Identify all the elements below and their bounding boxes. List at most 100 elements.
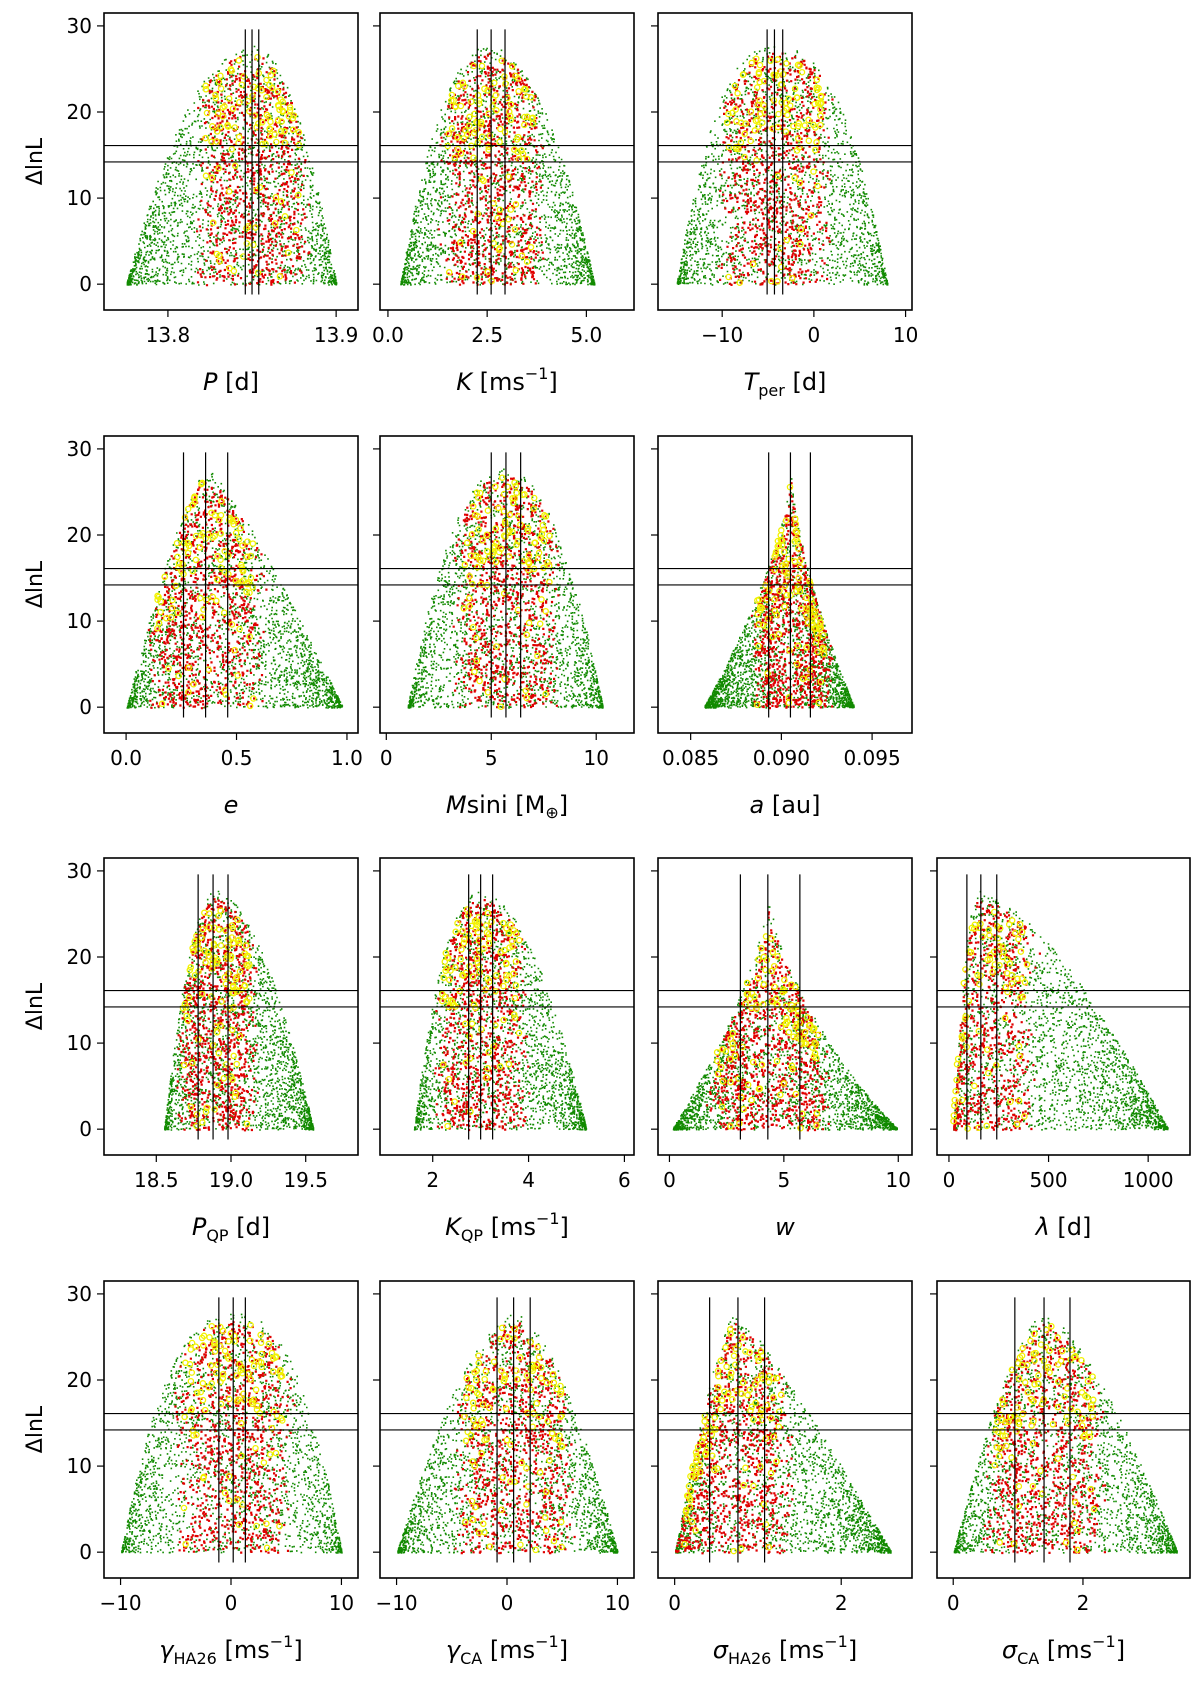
red-points-w (705, 911, 831, 1132)
points-lambda (950, 890, 1169, 1132)
axes-frame-lambda (936, 857, 1191, 1156)
xtick-label-a-1: 0.090 (753, 746, 810, 770)
xtick-label-gHA26-0: −10 (99, 1591, 141, 1615)
points-a (704, 478, 855, 710)
ytick-label-e-0: 0 (79, 695, 92, 719)
red-points-gCA (453, 1322, 576, 1555)
xtick-label-e-0: 0.0 (110, 746, 142, 770)
xtick-label-Tper-1: 0 (808, 323, 821, 347)
xtick-label-a-2: 0.095 (843, 746, 900, 770)
xtick-label-gCA-2: 10 (605, 1591, 630, 1615)
points-K (400, 47, 596, 286)
xtick-label-gHA26-2: 10 (329, 1591, 354, 1615)
xtick-label-sCA-0: 0 (947, 1591, 960, 1615)
ytick-label-P-30: 30 (67, 14, 92, 38)
xlabel-gCA: γCA [ms−1] (446, 1632, 568, 1668)
ylabel-gHA26: ΔlnL (23, 1405, 48, 1453)
panel-e: 0 10 20 30 ΔlnL 0.0 0.5 1.0 e (23, 435, 363, 819)
ytick-label-P-20: 20 (67, 100, 92, 124)
ytick-label-PQP-0: 0 (79, 1117, 92, 1141)
green-points-P (126, 45, 338, 286)
xtick-label-KQP-2: 6 (618, 1168, 631, 1192)
xtick-label-gCA-1: 0 (501, 1591, 514, 1615)
axes-frame-e (103, 435, 359, 734)
axes-frame-KQP (379, 857, 635, 1156)
points-sHA26 (675, 1317, 892, 1555)
axes-frame-a (657, 435, 913, 734)
xtick-label-lambda-0: 0 (943, 1168, 956, 1192)
panel-PQP: 0 10 20 30 ΔlnL 18.5 19.0 19.5 PQP [d] (23, 857, 359, 1245)
xlabel-Tper: Tper [d] (744, 368, 827, 400)
green-points-e (126, 472, 344, 709)
xtick-label-lambda-1: 500 (1029, 1168, 1067, 1192)
ytick-label-PQP-30: 30 (67, 859, 92, 883)
green-points-sCA (953, 1317, 1178, 1554)
red-points-Msini (452, 477, 560, 709)
axes-frame-P (103, 12, 359, 311)
yellow-points-K (444, 57, 537, 285)
xtick-label-Tper-0: −10 (701, 323, 743, 347)
panel-sCA: 0 2 σCA [ms−1] (930, 1280, 1191, 1668)
green-points-sHA26 (675, 1317, 892, 1554)
yellow-points-lambda (950, 908, 1031, 1132)
xlabel-sHA26: σHA26 [ms−1] (713, 1632, 857, 1668)
red-points-K (437, 52, 545, 286)
points-e (126, 472, 344, 710)
panel-KQP: 2 4 6 KQP [ms−1] (373, 857, 635, 1245)
yellow-points-KQP (439, 906, 523, 1130)
axes-frame-w (657, 857, 913, 1156)
ylabel-P: ΔlnL (23, 137, 48, 185)
ytick-label-gHA26-0: 0 (79, 1540, 92, 1564)
xtick-label-lambda-2: 1000 (1123, 1168, 1174, 1192)
axes-frame-K (379, 12, 635, 311)
points-Msini (407, 468, 604, 710)
yellow-points-sHA26 (681, 1326, 785, 1555)
xtick-label-Msini-0: 0 (380, 746, 393, 770)
axes-frame-Msini (379, 435, 635, 734)
xtick-label-P-0: 13.8 (146, 323, 191, 347)
points-gCA (397, 1314, 619, 1555)
ytick-label-gHA26-20: 20 (67, 1368, 92, 1392)
axes-frame-sCA (936, 1280, 1191, 1579)
xlabel-K: K [ms−1] (456, 364, 558, 396)
xtick-label-K-1: 2.5 (471, 323, 503, 347)
ylabel-PQP: ΔlnL (23, 982, 48, 1030)
ytick-label-gHA26-30: 30 (67, 1282, 92, 1306)
panel-w: 0 5 10 w (651, 857, 913, 1241)
green-points-Msini (407, 468, 604, 709)
yellow-points-Msini (460, 474, 553, 710)
red-points-sCA (982, 1323, 1107, 1555)
xtick-label-K-0: 0.0 (372, 323, 404, 347)
yellow-points-sCA (991, 1323, 1098, 1554)
green-points-gHA26 (121, 1313, 343, 1554)
xtick-label-Msini-2: 10 (583, 746, 608, 770)
panel-Msini: 0 5 10 Msini [M⊕] (373, 435, 635, 822)
points-PQP (164, 890, 315, 1132)
xtick-label-a-0: 0.085 (662, 746, 719, 770)
ytick-label-P-0: 0 (79, 272, 92, 296)
xtick-label-sHA26-0: 0 (668, 1591, 681, 1615)
xtick-label-PQP-1: 19.0 (209, 1168, 254, 1192)
xtick-label-w-2: 10 (886, 1168, 911, 1192)
yellow-points-PQP (179, 907, 253, 1130)
panel-K: 0.0 2.5 5.0 K [ms−1] (372, 12, 635, 396)
xlabel-w: w (775, 1213, 795, 1241)
xtick-label-gCA-0: −10 (375, 1591, 417, 1615)
xtick-label-K-2: 5.0 (570, 323, 602, 347)
xtick-label-w-0: 0 (663, 1168, 676, 1192)
xlabel-sCA: σCA [ms−1] (1002, 1632, 1125, 1668)
ytick-label-e-30: 30 (67, 437, 92, 461)
ylabel-e: ΔlnL (23, 560, 48, 608)
red-points-a (750, 482, 834, 710)
points-gHA26 (121, 1313, 343, 1554)
xlabel-Msini: Msini [M⊕] (446, 791, 568, 822)
xtick-label-PQP-0: 18.5 (134, 1168, 179, 1192)
green-points-gCA (397, 1314, 619, 1554)
xtick-label-Tper-2: 10 (893, 323, 918, 347)
green-points-lambda (953, 890, 1169, 1131)
points-KQP (413, 891, 588, 1132)
xlabel-KQP: KQP [ms−1] (445, 1209, 569, 1245)
ytick-label-e-20: 20 (67, 523, 92, 547)
ytick-label-PQP-20: 20 (67, 945, 92, 969)
